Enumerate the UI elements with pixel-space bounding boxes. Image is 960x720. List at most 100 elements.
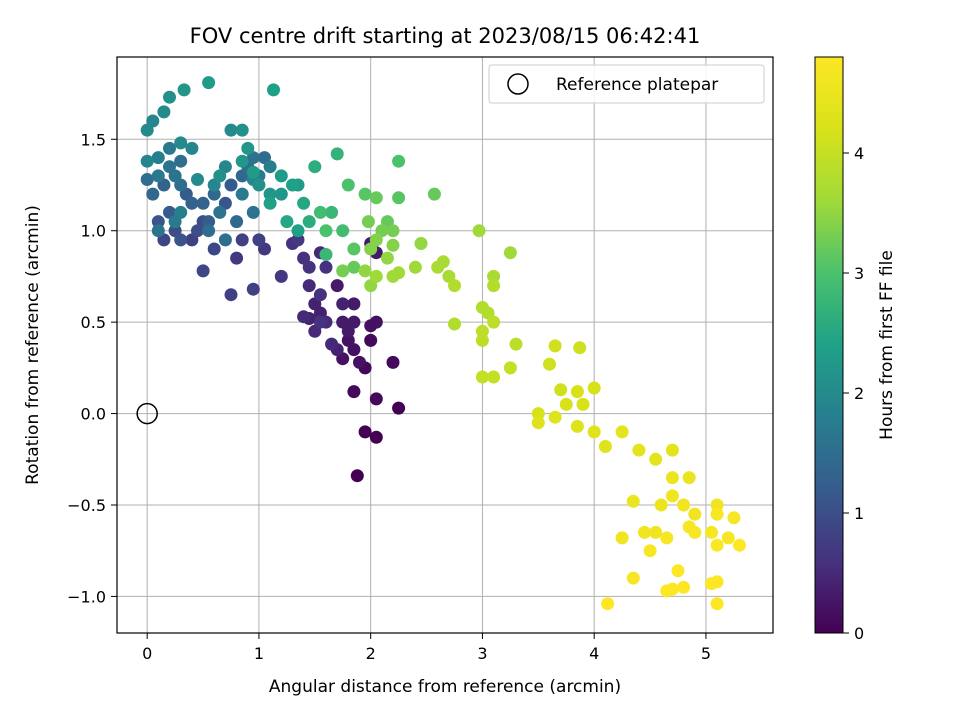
- data-point: [224, 288, 238, 302]
- data-point: [330, 147, 344, 161]
- data-point: [350, 469, 364, 483]
- data-point: [151, 151, 165, 165]
- data-point: [369, 430, 383, 444]
- data-point: [213, 205, 227, 219]
- data-point: [319, 224, 333, 238]
- data-point: [140, 123, 154, 137]
- data-point: [380, 251, 394, 265]
- data-point: [286, 178, 299, 192]
- data-point: [140, 173, 154, 186]
- data-point: [202, 224, 216, 238]
- x-tick-label: 5: [701, 644, 711, 663]
- data-point: [554, 383, 568, 397]
- data-point: [710, 538, 724, 552]
- data-point: [587, 425, 601, 439]
- data-point: [369, 269, 383, 283]
- data-point: [576, 397, 590, 411]
- data-point: [263, 187, 277, 201]
- plot-frame: [116, 56, 774, 634]
- data-point: [487, 370, 501, 384]
- colorbar-tick-label: 0: [854, 624, 864, 643]
- data-point: [531, 416, 545, 430]
- y-tick-label: 0.0: [81, 405, 106, 424]
- data-point: [302, 260, 316, 274]
- data-point: [570, 419, 584, 433]
- data-point: [336, 297, 350, 311]
- chart-title: FOV centre drift starting at 2023/08/15 …: [190, 24, 701, 48]
- reference-marker: [136, 402, 158, 425]
- data-point: [503, 246, 517, 260]
- data-point: [448, 317, 461, 331]
- data-point: [710, 507, 724, 521]
- y-tick-label: 1.0: [81, 222, 106, 241]
- data-point: [559, 397, 573, 411]
- data-point: [573, 341, 587, 355]
- data-point: [660, 531, 674, 545]
- data-point: [274, 169, 288, 183]
- data-point: [358, 425, 372, 439]
- data-point: [207, 187, 221, 201]
- data-point: [191, 173, 204, 186]
- data-point: [341, 178, 355, 192]
- data-point: [487, 279, 501, 293]
- data-point: [386, 355, 400, 369]
- data-point: [241, 141, 255, 155]
- data-point: [688, 525, 702, 539]
- data-point: [230, 251, 244, 265]
- data-point: [213, 169, 227, 183]
- data-point: [392, 154, 406, 168]
- data-point: [601, 597, 615, 611]
- data-point: [230, 215, 244, 229]
- data-point: [313, 205, 327, 219]
- data-point: [235, 233, 249, 247]
- data-point: [202, 76, 216, 90]
- data-point: [626, 571, 640, 585]
- x-tick-label: 1: [254, 644, 264, 663]
- data-point: [274, 269, 288, 283]
- data-point: [665, 582, 679, 596]
- data-point: [358, 187, 372, 201]
- data-point: [361, 215, 375, 229]
- data-point: [325, 205, 339, 219]
- data-point: [548, 339, 562, 353]
- data-point: [392, 191, 406, 205]
- data-point: [570, 385, 584, 399]
- data-point: [202, 215, 216, 229]
- data-point: [408, 260, 422, 274]
- data-point: [710, 498, 724, 512]
- data-point: [319, 260, 333, 274]
- data-point: [364, 333, 378, 347]
- data-point: [626, 494, 640, 508]
- colorbar-tick-label: 4: [854, 144, 864, 163]
- data-point: [140, 154, 154, 168]
- data-point: [475, 370, 489, 384]
- data-point: [721, 531, 735, 545]
- data-point: [677, 580, 691, 594]
- data-point: [353, 355, 366, 369]
- y-tick-label: −1.0: [67, 587, 106, 606]
- data-point: [682, 471, 696, 485]
- data-point: [472, 224, 486, 238]
- data-point: [336, 224, 350, 238]
- data-point: [168, 169, 182, 183]
- data-point: [427, 187, 441, 201]
- colorbar-tick-label: 2: [854, 384, 864, 403]
- y-tick-label: −0.5: [67, 496, 106, 515]
- data-point: [174, 205, 188, 219]
- data-point: [319, 248, 333, 261]
- x-tick-label: 3: [477, 644, 487, 663]
- data-point: [252, 178, 266, 192]
- legend-box: [488, 64, 765, 104]
- data-points: [140, 76, 746, 611]
- data-point: [163, 90, 176, 104]
- data-point: [448, 279, 461, 293]
- data-point: [174, 154, 188, 168]
- data-point: [174, 136, 188, 150]
- data-point: [207, 242, 221, 256]
- data-point: [235, 187, 249, 201]
- data-point: [649, 452, 663, 466]
- data-point: [587, 381, 601, 395]
- data-point: [246, 165, 260, 179]
- data-point: [330, 279, 344, 293]
- data-point: [615, 531, 629, 545]
